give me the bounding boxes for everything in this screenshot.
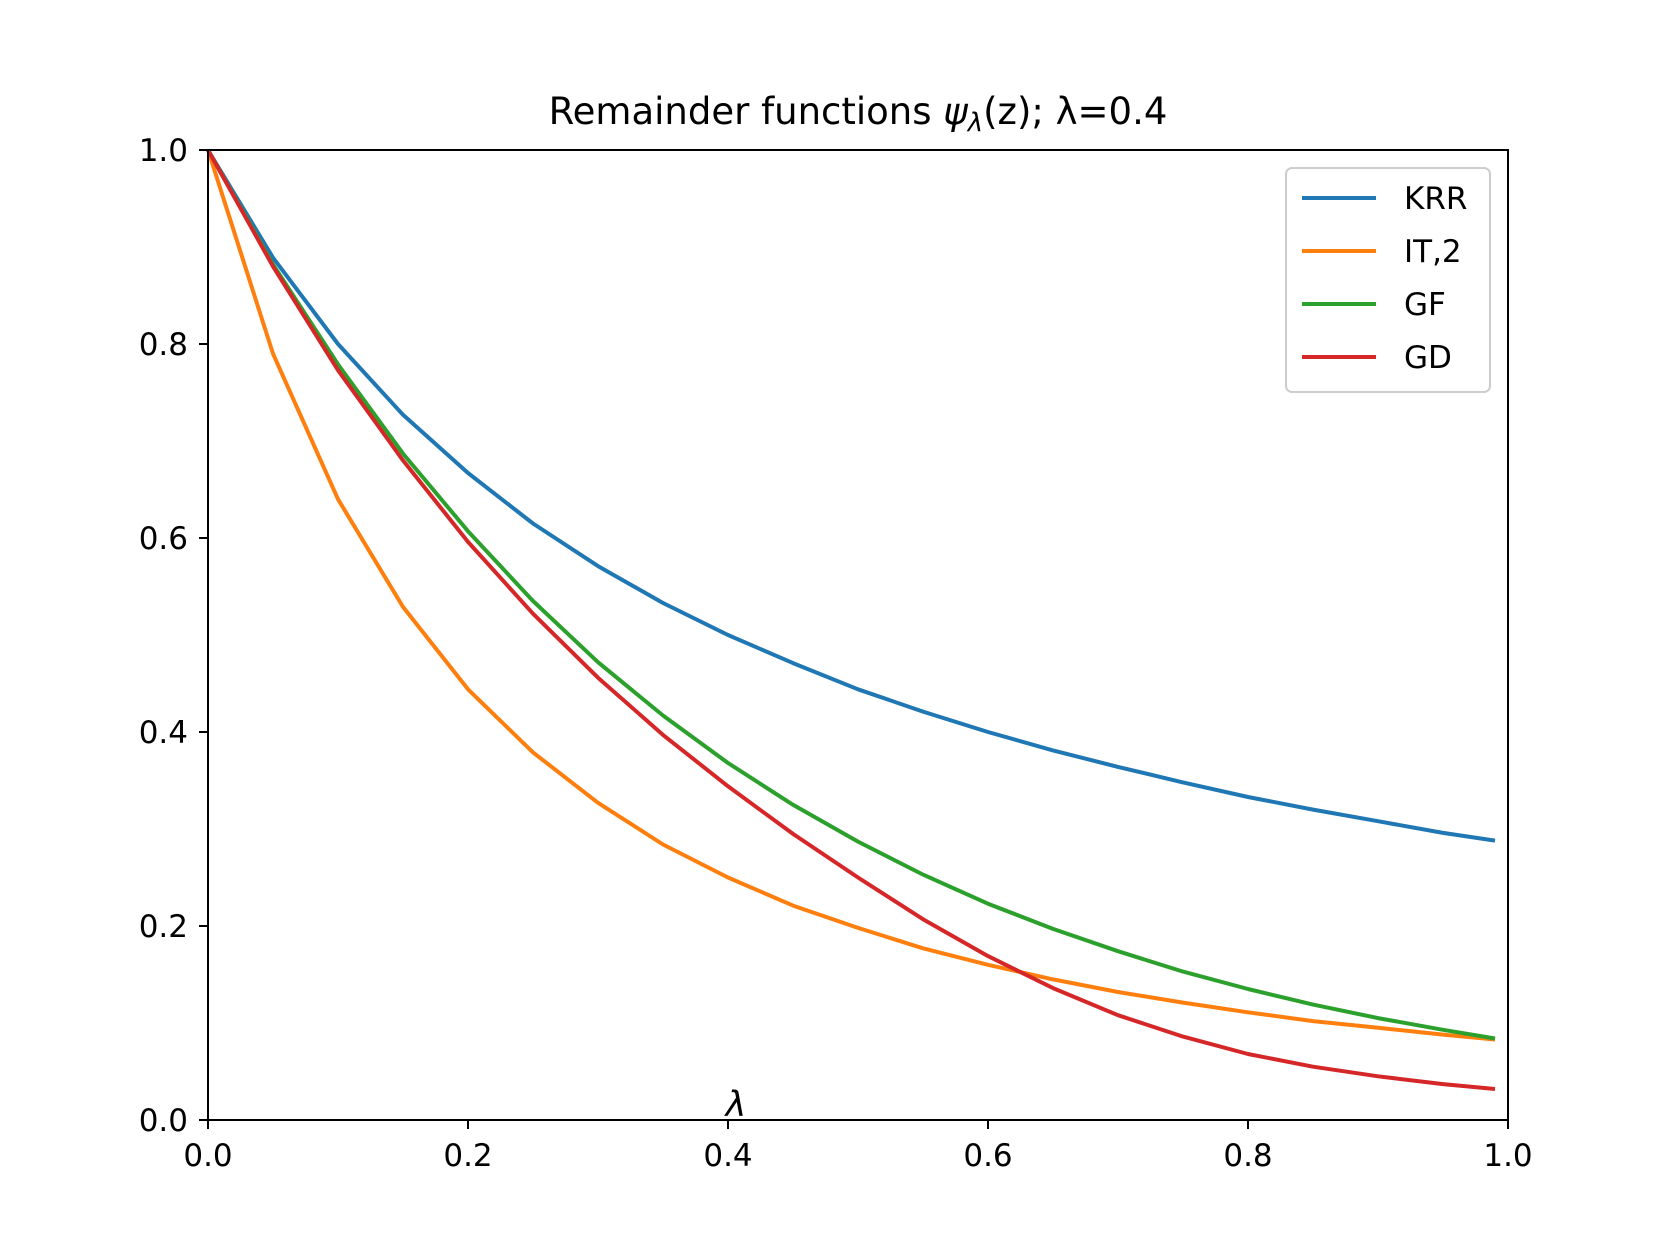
y-tick-label: 0.2	[139, 909, 188, 945]
series-line-gf	[206, 149, 1496, 1041]
title-suffix: ; λ=0.4	[1031, 90, 1167, 133]
legend: KRR IT,2 GF GD	[1285, 167, 1491, 393]
chart-title: Remainder functions ψλ(z); λ=0.4	[549, 90, 1168, 138]
x-axis-ticks: 0.0 0.2 0.4 0.6 0.8 1.0	[183, 1120, 1533, 1174]
axes-frame	[207, 149, 1509, 1121]
y-tick-label: 1.0	[139, 133, 188, 169]
x-tick-label: 1.0	[1483, 1138, 1532, 1174]
y-tick-label: 0.0	[139, 1103, 188, 1139]
x-tick-label: 0.0	[183, 1138, 232, 1174]
y-tick-label: 0.4	[139, 715, 188, 751]
lambda-annotation: λ	[724, 1085, 747, 1125]
x-tick-label: 0.4	[703, 1138, 752, 1174]
y-axis-ticks: 0.0 0.2 0.4 0.6 0.8 1.0	[139, 133, 208, 1139]
title-subscript: λ	[966, 108, 983, 138]
series-line-gd	[206, 149, 1496, 1091]
legend-label-gf: GF	[1404, 287, 1446, 323]
x-tick-label: 0.8	[1223, 1138, 1272, 1174]
legend-box	[1285, 167, 1491, 393]
y-tick-label: 0.6	[139, 521, 188, 557]
series-line-krr	[206, 148, 1496, 843]
title-prefix: Remainder functions	[549, 90, 944, 133]
series-line-it-2	[206, 149, 1496, 1042]
legend-label-gd: GD	[1404, 340, 1452, 376]
x-tick-label: 0.2	[443, 1138, 492, 1174]
legend-entries: KRR IT,2 GF GD	[1302, 181, 1467, 376]
legend-label-krr: KRR	[1404, 181, 1467, 217]
title-argument: (z)	[983, 90, 1031, 133]
y-tick-label: 0.8	[139, 327, 188, 363]
legend-label-it-2: IT,2	[1404, 234, 1462, 270]
title-symbol: ψ	[943, 90, 968, 133]
series-layer	[206, 148, 1496, 1091]
x-tick-label: 0.6	[963, 1138, 1012, 1174]
